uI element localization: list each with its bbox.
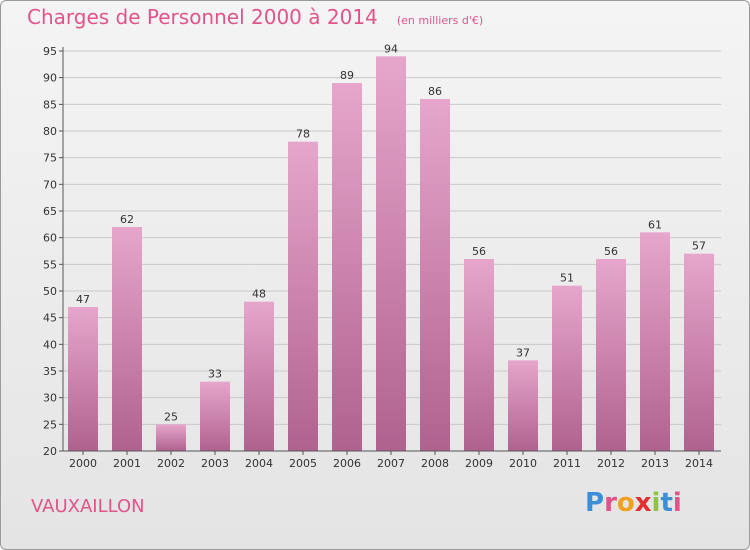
data-label: 56 xyxy=(472,245,486,258)
y-tick-label: 30 xyxy=(43,392,57,405)
bar xyxy=(288,141,318,451)
proxiti-logo: Proxiti xyxy=(585,488,682,518)
y-tick-label: 20 xyxy=(43,445,57,458)
data-label: 25 xyxy=(164,410,178,423)
x-tick-label: 2012 xyxy=(597,457,625,470)
data-label: 51 xyxy=(560,272,574,285)
chart-title: Charges de Personnel 2000 à 2014 xyxy=(27,5,378,29)
x-tick-label: 2011 xyxy=(553,457,581,470)
data-label: 86 xyxy=(428,85,442,98)
bar xyxy=(112,227,142,451)
x-tick-label: 2013 xyxy=(641,457,669,470)
logo-letter: t xyxy=(660,488,673,518)
x-tick-label: 2008 xyxy=(421,457,449,470)
data-label: 94 xyxy=(384,42,398,55)
y-tick-label: 85 xyxy=(43,98,57,111)
bar xyxy=(332,83,362,451)
x-tick-label: 2009 xyxy=(465,457,493,470)
y-tick-label: 65 xyxy=(43,205,57,218)
bar xyxy=(200,381,230,451)
y-tick-label: 75 xyxy=(43,152,57,165)
bar xyxy=(420,99,450,451)
x-tick-label: 2003 xyxy=(201,457,229,470)
data-label: 37 xyxy=(516,346,530,359)
bar xyxy=(596,259,626,451)
logo-letter: o xyxy=(616,488,635,518)
logo-letter: P xyxy=(585,488,605,518)
y-tick-label: 60 xyxy=(43,232,57,245)
data-label: 89 xyxy=(340,69,354,82)
data-label: 56 xyxy=(604,245,618,258)
bars xyxy=(68,56,714,451)
logo-letter: i xyxy=(672,488,682,518)
x-tick-label: 2000 xyxy=(69,457,97,470)
x-tick-label: 2001 xyxy=(113,457,141,470)
x-tick-label: 2002 xyxy=(157,457,185,470)
bar xyxy=(508,360,538,451)
logo-letter: r xyxy=(604,488,617,518)
x-axis-ticks: 2000 2001 2002 2003 2004 2005 2006 2007 2008 2009… xyxy=(69,451,713,470)
y-tick-label: 70 xyxy=(43,178,57,191)
bar xyxy=(244,301,274,451)
bar xyxy=(640,232,670,451)
x-tick-label: 2007 xyxy=(377,457,405,470)
title-row: Charges de Personnel 2000 à 2014 (en mil… xyxy=(27,5,483,29)
bar xyxy=(156,424,186,451)
bar xyxy=(684,253,714,451)
y-tick-label: 55 xyxy=(43,258,57,271)
data-label: 33 xyxy=(208,368,222,381)
x-tick-label: 2005 xyxy=(289,457,317,470)
data-label: 47 xyxy=(76,293,90,306)
bar xyxy=(464,259,494,451)
chart-subtitle: (en milliers d'€) xyxy=(396,14,484,27)
bar xyxy=(552,285,582,451)
x-tick-label: 2014 xyxy=(685,457,713,470)
y-tick-label: 90 xyxy=(43,72,57,85)
y-tick-label: 35 xyxy=(43,365,57,378)
y-axis-ticks: 20 25 30 35 40 45 50 55 60 65 70 75 80 85 90 95 xyxy=(43,45,63,458)
data-label: 62 xyxy=(120,213,134,226)
data-labels: 47 62 25 33 48 78 89 94 86 56 37 51 56 61 57 xyxy=(76,42,706,423)
logo-letter: x xyxy=(634,488,652,518)
data-label: 61 xyxy=(648,218,662,231)
y-tick-label: 40 xyxy=(43,338,57,351)
y-tick-label: 95 xyxy=(43,45,57,58)
y-tick-label: 50 xyxy=(43,285,57,298)
data-label: 78 xyxy=(296,128,310,141)
data-label: 57 xyxy=(692,240,706,253)
x-tick-label: 2006 xyxy=(333,457,361,470)
y-tick-label: 25 xyxy=(43,418,57,431)
y-tick-label: 45 xyxy=(43,312,57,325)
bar xyxy=(68,307,98,451)
commune-name: VAUXAILLON xyxy=(31,496,145,517)
x-tick-label: 2004 xyxy=(245,457,273,470)
x-tick-label: 2010 xyxy=(509,457,537,470)
axes xyxy=(62,47,721,452)
bar xyxy=(376,56,406,451)
y-tick-label: 80 xyxy=(43,125,57,138)
data-label: 48 xyxy=(252,288,266,301)
logo-letter: i xyxy=(651,488,661,518)
